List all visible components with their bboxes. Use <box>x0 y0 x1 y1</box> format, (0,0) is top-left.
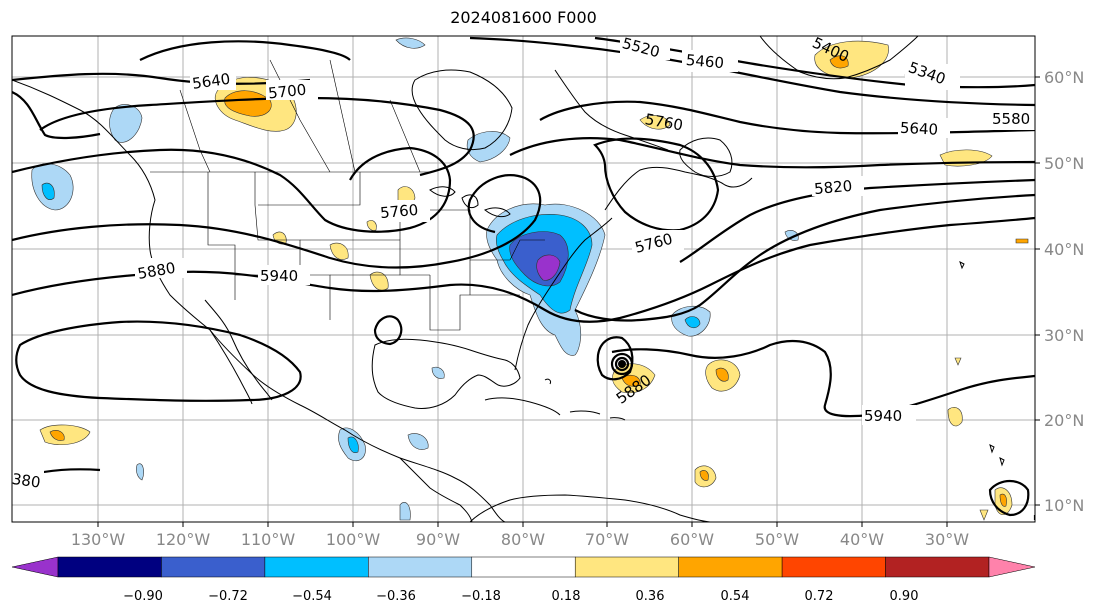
colorbar-segment <box>885 556 990 578</box>
cb-label-neg-0.18: −0.18 <box>461 589 501 604</box>
contour-label-5700: 5700 <box>267 81 307 103</box>
lat-label-40n: 40°N <box>1044 240 1084 259</box>
latitude-labels: 60°N 50°N 40°N 30°N 20°N 10°N <box>1044 68 1084 515</box>
colorbar-segment <box>161 556 266 578</box>
cb-label-neg-0.72: −0.72 <box>208 589 248 604</box>
contour-label-partial-380: 380 <box>11 470 42 492</box>
cb-label-neg-0.90: −0.90 <box>123 589 163 604</box>
lat-label-10n: 10°N <box>1044 496 1084 515</box>
colorbar <box>11 556 1036 578</box>
lon-label-80w: 80°W <box>501 530 545 549</box>
colorbar-segment <box>368 556 473 578</box>
cb-label-0.90: 0.90 <box>890 589 919 604</box>
lon-label-90w: 90°W <box>416 530 460 549</box>
cb-label-0.36: 0.36 <box>636 589 665 604</box>
cb-label-neg-0.36: −0.36 <box>376 589 416 604</box>
contour-label-5460: 5460 <box>685 51 725 72</box>
lat-label-60n: 60°N <box>1044 68 1084 87</box>
lon-label-50w: 50°W <box>755 530 799 549</box>
colorbar-tick-labels: −0.90 −0.72 −0.54 −0.36 −0.18 0.18 0.36 … <box>123 589 918 604</box>
coastlines <box>12 36 1005 522</box>
cb-label-0.72: 0.72 <box>805 589 834 604</box>
colorbar-segment <box>574 556 679 578</box>
lat-label-50n: 50°N <box>1044 154 1084 173</box>
lon-label-110w: 110°W <box>241 530 296 549</box>
lon-label-100w: 100°W <box>326 530 381 549</box>
hurricane-center <box>618 360 626 368</box>
lon-label-30w: 30°W <box>925 530 969 549</box>
lat-label-20n: 20°N <box>1044 411 1084 430</box>
contour-label-5640-a: 5640 <box>191 70 231 93</box>
anomaly-shading <box>31 37 1029 521</box>
axis-ticks <box>97 76 1040 527</box>
colorbar-segment <box>57 556 162 578</box>
contour-label-5940-west: 5940 <box>260 267 298 285</box>
lat-label-30n: 30°N <box>1044 326 1084 345</box>
contour-label-5640-east: 5640 <box>900 119 939 139</box>
cb-label-0.18: 0.18 <box>552 589 581 604</box>
colorbar-segment <box>678 556 783 578</box>
lon-label-40w: 40°W <box>840 530 884 549</box>
colorbar-segment <box>264 556 369 578</box>
contour-label-5940-east: 5940 <box>864 407 902 425</box>
colorbar-segment <box>471 556 576 578</box>
colorbar-segment <box>781 556 886 578</box>
colorbar-extend-high <box>988 556 1036 578</box>
contour-label-5820: 5820 <box>813 177 853 198</box>
lon-label-130w: 130°W <box>71 530 126 549</box>
longitude-labels: 130°W 120°W 110°W 100°W 90°W 80°W 70°W 6… <box>71 530 969 549</box>
contour-label-5580: 5580 <box>992 110 1030 128</box>
cb-label-0.54: 0.54 <box>721 589 750 604</box>
lon-label-60w: 60°W <box>670 530 714 549</box>
plot-title: 2024081600 F000 <box>450 8 597 27</box>
political-borders <box>150 59 545 331</box>
colorbar-extend-low <box>11 556 59 578</box>
lon-label-70w: 70°W <box>585 530 629 549</box>
lon-label-120w: 120°W <box>156 530 211 549</box>
contour-label-5760-lakes: 5760 <box>379 201 419 222</box>
cb-label-neg-0.54: −0.54 <box>292 589 332 604</box>
